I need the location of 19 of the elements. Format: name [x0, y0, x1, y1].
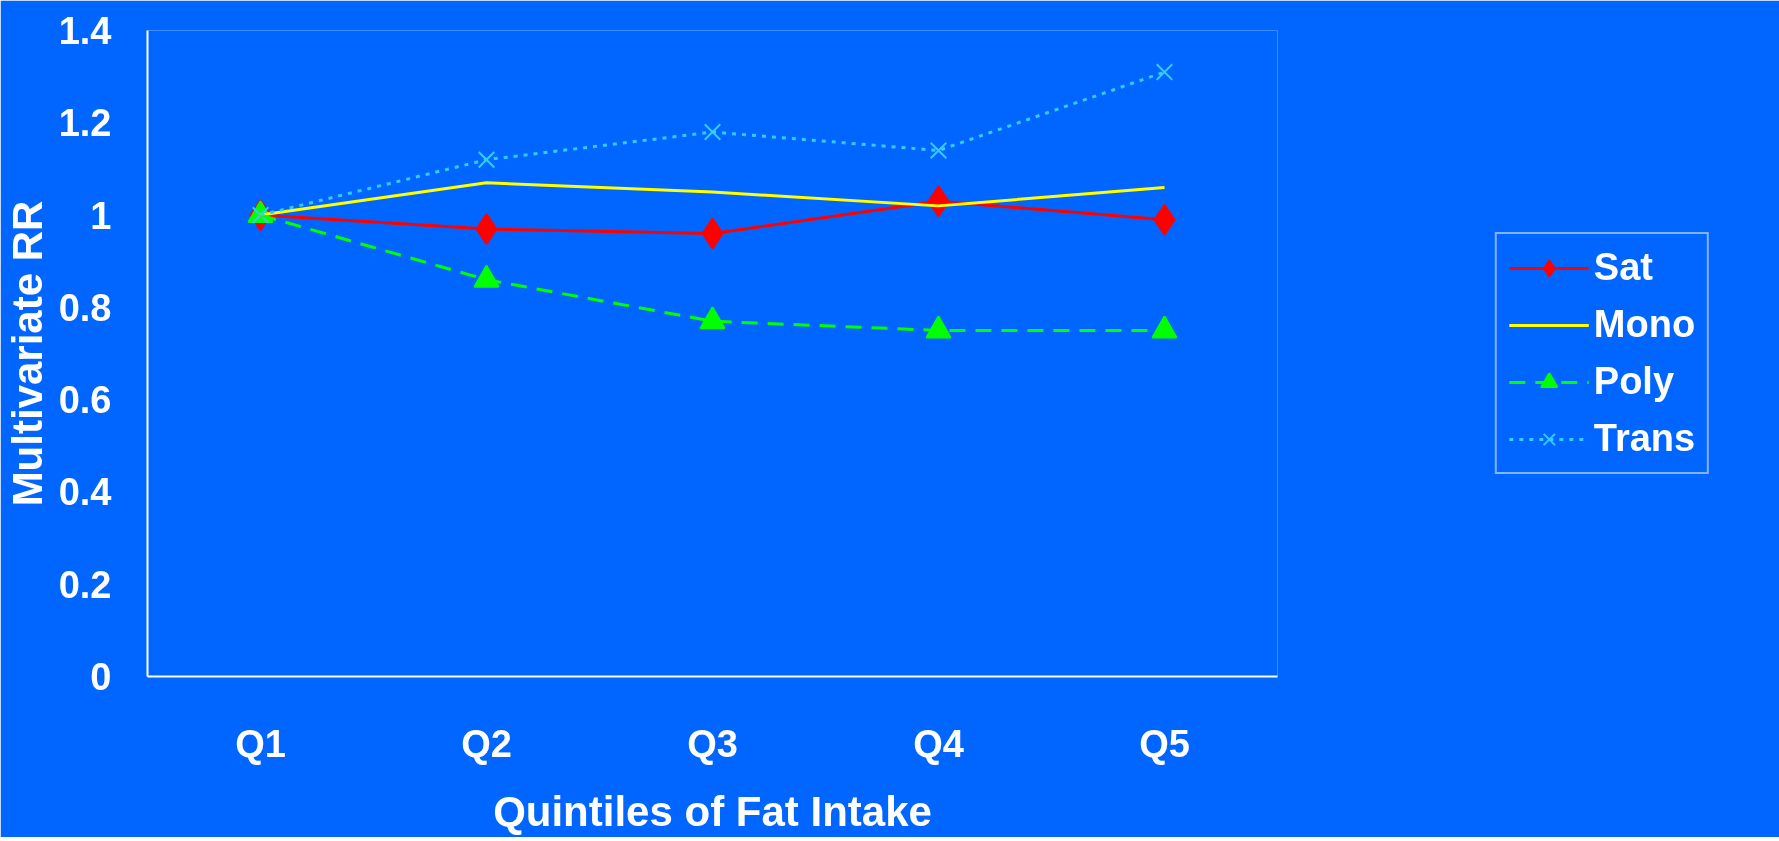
legend-label: Sat [1593, 246, 1653, 289]
x-tick-label: Q2 [461, 722, 512, 765]
x-tick-label: Q1 [235, 722, 286, 765]
y-tick-label: 1 [90, 194, 112, 237]
y-tick-label: 0.2 [58, 563, 112, 606]
y-tick-label: 1.4 [58, 10, 112, 53]
y-axis-title: Multivariate RR [3, 200, 51, 507]
y-tick-label: 0 [90, 656, 112, 698]
legend-label: Mono [1593, 303, 1696, 346]
x-tick-label: Q5 [1139, 722, 1190, 765]
legend-label: Trans [1593, 417, 1696, 460]
y-tick-label: 1.2 [58, 102, 112, 145]
y-tick-label: 0.8 [58, 286, 112, 329]
x-axis-title: Quintiles of Fat Intake [493, 787, 932, 835]
x-tick-label: Q3 [687, 722, 738, 765]
y-tick-label: 0.6 [58, 379, 112, 422]
y-tick-label: 0.4 [58, 471, 112, 514]
x-tick-label: Q4 [913, 722, 964, 765]
legend-label: Poly [1593, 360, 1675, 403]
